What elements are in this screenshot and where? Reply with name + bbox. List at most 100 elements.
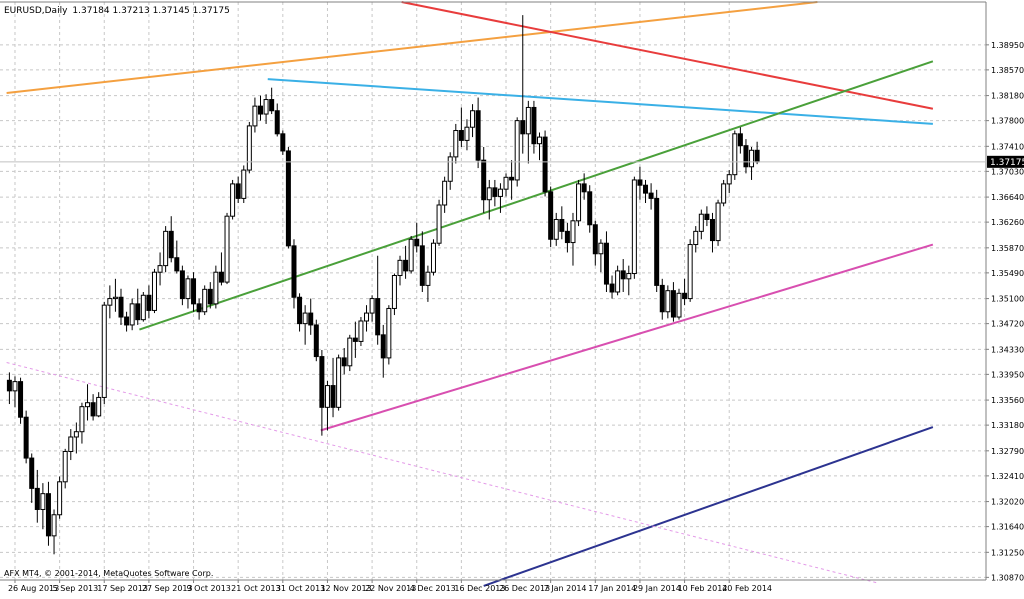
candle <box>230 179 236 220</box>
candle <box>352 321 358 358</box>
candle <box>631 176 637 279</box>
candle-body-bear <box>531 106 537 145</box>
candle-body-bull <box>151 271 157 311</box>
candle-body-bear <box>207 288 213 305</box>
candle <box>603 231 609 292</box>
candle-body-bear <box>587 191 593 226</box>
candle <box>40 483 46 530</box>
candle-body-bear <box>375 298 381 336</box>
candle <box>743 139 749 174</box>
candle-body-bull <box>732 133 738 176</box>
candle-body-bear <box>659 284 665 313</box>
candle-body-bull <box>631 179 637 275</box>
candle-body-bear <box>330 385 336 408</box>
candle <box>682 278 688 306</box>
candle <box>179 265 185 306</box>
candle <box>548 186 554 248</box>
candle-body-bull <box>96 396 102 417</box>
candle <box>207 282 213 309</box>
candle <box>163 226 169 273</box>
candle-body-bull <box>676 292 682 318</box>
candle-body-bull <box>397 259 403 277</box>
time-tick-label: 10 Feb 2014 <box>678 584 728 593</box>
candle <box>51 509 57 555</box>
candle <box>670 282 676 322</box>
candle-body-bear <box>737 133 743 147</box>
candle <box>464 119 470 151</box>
trendline[interactable] <box>320 243 934 432</box>
price-tick-label: 1.32410 <box>991 472 1024 481</box>
candle <box>297 293 303 332</box>
candle-body-bull <box>687 244 693 300</box>
candle-body-bull <box>157 265 163 273</box>
candle-body-bull <box>430 242 436 273</box>
candle <box>224 212 230 285</box>
trendline[interactable] <box>267 78 933 125</box>
candle <box>308 298 314 335</box>
candle-body-bull <box>252 105 258 127</box>
candle-body-bear <box>475 110 481 161</box>
candle-body-bull <box>749 149 755 168</box>
price-tick-label: 1.35100 <box>991 295 1024 304</box>
candle <box>18 377 24 424</box>
price-tick-label: 1.38570 <box>991 66 1024 75</box>
candle <box>648 183 654 210</box>
candle <box>637 166 643 200</box>
time-tick-label: 31 Oct 2013 <box>276 584 325 593</box>
trendline[interactable] <box>6 1 818 94</box>
candle-body-bear <box>341 357 347 367</box>
candle-body-bull <box>12 381 18 392</box>
candle <box>213 265 219 309</box>
candle <box>369 295 375 322</box>
candle <box>570 212 576 266</box>
candle-body-bear <box>319 356 325 408</box>
candle-body-bull <box>185 278 191 300</box>
candle <box>6 372 12 405</box>
price-tick-label: 1.33560 <box>991 396 1024 405</box>
candle <box>408 235 414 274</box>
candle <box>196 298 202 320</box>
candle-body-bull <box>447 156 453 182</box>
candle <box>168 216 174 263</box>
candle <box>430 239 436 276</box>
candle-body-bull <box>436 204 442 244</box>
candle-body-bear <box>297 296 303 325</box>
candle <box>263 94 269 124</box>
candle-body-bear <box>308 312 314 326</box>
candle <box>191 272 197 312</box>
candle-body-bear <box>280 133 286 152</box>
candle <box>592 220 598 266</box>
trendline[interactable] <box>483 426 934 587</box>
time-tick-label: 16 Dec 2013 <box>454 584 505 593</box>
time-tick-label: 26 Dec 2013 <box>499 584 550 593</box>
candle-body-bull <box>721 183 727 204</box>
candle <box>90 394 96 421</box>
candle-body-bull <box>364 312 370 322</box>
candle <box>375 255 381 345</box>
candle-body-bear <box>564 230 570 244</box>
candle <box>486 179 492 220</box>
candle-body-bull <box>408 238 414 272</box>
candle-body-bull <box>464 126 470 141</box>
candle-body-bear <box>559 218 565 232</box>
candle <box>620 259 626 292</box>
candle-body-bear <box>118 296 124 318</box>
candle-body-bull <box>241 169 247 199</box>
candle <box>514 117 520 187</box>
candle <box>252 97 258 133</box>
candle-body-bear <box>682 292 688 300</box>
candle <box>693 226 699 253</box>
candle <box>665 285 671 319</box>
candle <box>749 146 755 180</box>
candle <box>68 429 74 461</box>
trendline[interactable] <box>139 60 934 331</box>
candle-body-bull <box>442 180 448 206</box>
candle <box>726 170 732 194</box>
candle <box>140 291 146 322</box>
candle <box>319 349 325 436</box>
ohlc-text: 1.37184 1.37213 1.37145 1.37175 <box>72 6 229 16</box>
price-tick-label: 1.34330 <box>991 345 1024 354</box>
price-tick-label: 1.36260 <box>991 218 1024 227</box>
